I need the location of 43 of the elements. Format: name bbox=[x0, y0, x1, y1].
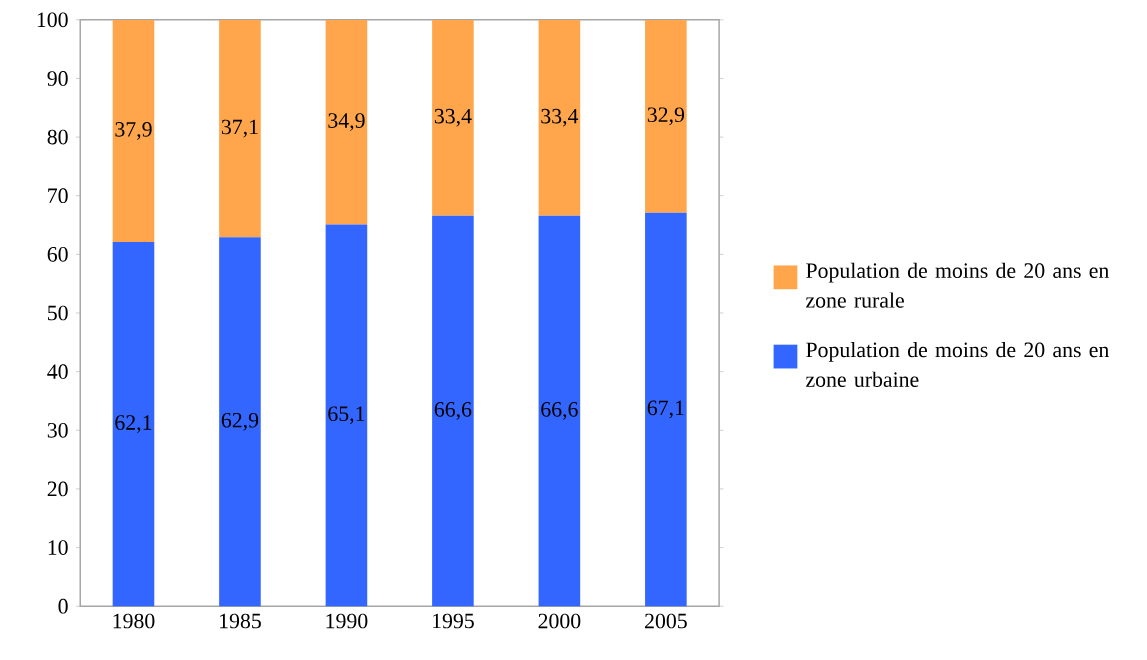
y-tick-label: 70 bbox=[48, 188, 68, 204]
data-label: 62,1 bbox=[115, 415, 152, 434]
data-label: 37,9 bbox=[115, 122, 152, 140]
bar bbox=[112, 242, 155, 607]
x-tick-label: 2000 bbox=[538, 613, 581, 629]
bar bbox=[325, 224, 368, 607]
data-label: 66,6 bbox=[541, 402, 578, 420]
bar bbox=[219, 19, 261, 238]
x-tick-label: 1990 bbox=[326, 613, 368, 629]
bar bbox=[538, 215, 581, 607]
y-tick-label: 50 bbox=[48, 305, 68, 321]
y-tick-label: 60 bbox=[47, 247, 68, 262]
data-label: 66,6 bbox=[434, 402, 472, 420]
legend-label: Population de moins de 20 ans en zone urbaine bbox=[806, 342, 1109, 388]
y-tick-label: 100 bbox=[37, 12, 68, 28]
data-label: 62,9 bbox=[221, 413, 259, 431]
y-tick-label: 40 bbox=[47, 364, 68, 380]
x-tick-label: 1995 bbox=[433, 613, 474, 629]
y-tick-label: 0 bbox=[58, 598, 68, 614]
y-tick-label: 90 bbox=[47, 71, 68, 86]
x-tick-label: 2005 bbox=[645, 613, 687, 629]
bar bbox=[432, 19, 474, 216]
data-label: 65,1 bbox=[328, 406, 365, 425]
x-tick-label: 1985 bbox=[220, 613, 261, 629]
y-tick-label: 20 bbox=[47, 481, 68, 497]
legend-label: Population de moins de 20 ans en zone rurale bbox=[806, 262, 1109, 308]
y-tick-label: 30 bbox=[47, 423, 68, 438]
x-tick-label: 1980 bbox=[113, 613, 155, 629]
y-tick-label: 10 bbox=[48, 540, 68, 556]
data-label: 37,1 bbox=[221, 119, 258, 138]
bar bbox=[645, 212, 687, 607]
bar bbox=[538, 19, 581, 216]
data-label: 33,4 bbox=[434, 109, 472, 127]
y-tick-label: 80 bbox=[47, 129, 68, 145]
bar bbox=[325, 19, 368, 225]
bar bbox=[432, 215, 474, 607]
bar bbox=[645, 19, 687, 213]
data-label: 32,9 bbox=[647, 107, 685, 126]
data-label: 67,1 bbox=[647, 400, 684, 419]
data-label: 34,9 bbox=[328, 113, 365, 132]
bar bbox=[219, 237, 261, 607]
data-label: 33,4 bbox=[541, 109, 579, 127]
bar bbox=[112, 19, 155, 243]
